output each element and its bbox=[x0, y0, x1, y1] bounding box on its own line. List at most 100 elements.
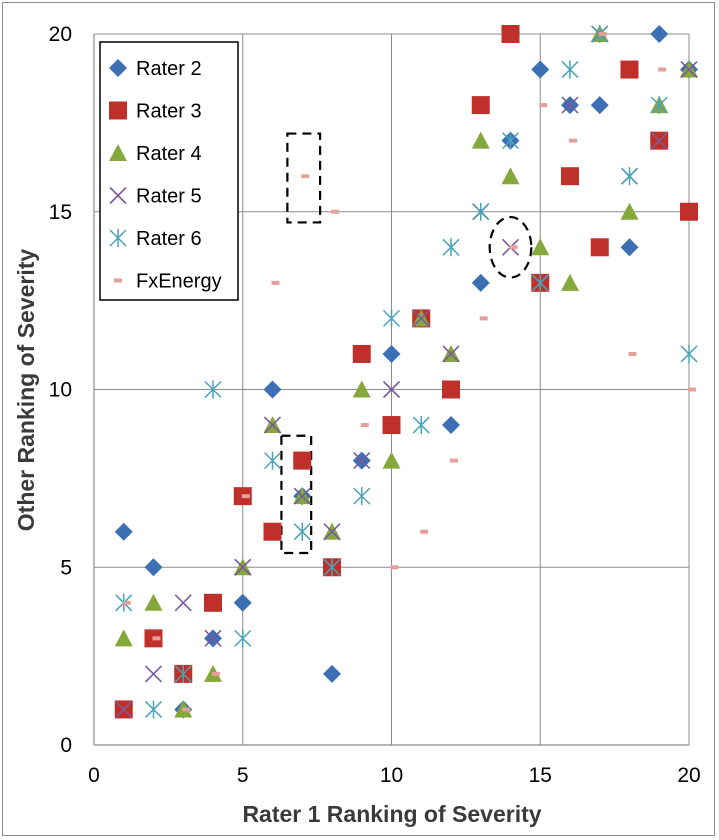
legend-marker bbox=[109, 186, 127, 205]
x-tick-label: 10 bbox=[380, 764, 403, 787]
data-point bbox=[263, 416, 282, 434]
data-point bbox=[114, 629, 133, 647]
dashed-circle-annotation bbox=[488, 215, 533, 279]
data-point bbox=[650, 132, 668, 150]
data-point bbox=[144, 593, 163, 611]
data-point bbox=[382, 344, 401, 363]
data-point bbox=[204, 629, 222, 647]
data-point bbox=[658, 67, 667, 72]
data-point bbox=[442, 345, 460, 363]
data-point bbox=[360, 423, 369, 428]
legend-marker bbox=[109, 59, 127, 77]
legend-box bbox=[99, 41, 239, 301]
data-point bbox=[122, 600, 131, 605]
data-point bbox=[442, 416, 460, 435]
data-point bbox=[628, 351, 637, 356]
data-points bbox=[114, 25, 698, 719]
data-point bbox=[144, 700, 163, 719]
data-point bbox=[561, 96, 579, 114]
data-point bbox=[204, 380, 222, 399]
data-point bbox=[568, 138, 577, 143]
data-point bbox=[382, 451, 401, 469]
data-point bbox=[501, 25, 520, 43]
legend-marker bbox=[114, 278, 122, 283]
data-point bbox=[271, 280, 280, 285]
data-point bbox=[174, 594, 192, 612]
data-point bbox=[390, 565, 399, 570]
x-tick-label: 20 bbox=[677, 764, 700, 787]
data-point bbox=[449, 458, 458, 463]
data-point bbox=[115, 700, 133, 719]
data-point bbox=[531, 60, 550, 79]
series-rater-6 bbox=[115, 25, 698, 719]
data-point bbox=[353, 487, 371, 506]
data-point bbox=[263, 380, 282, 399]
x-tick-label: 0 bbox=[88, 764, 100, 787]
data-point bbox=[182, 707, 191, 712]
data-point bbox=[620, 167, 639, 186]
data-point bbox=[412, 309, 430, 327]
data-point bbox=[471, 273, 490, 292]
data-point bbox=[561, 60, 579, 79]
data-point bbox=[352, 380, 371, 398]
data-point bbox=[293, 487, 311, 505]
data-point bbox=[620, 238, 639, 257]
data-point bbox=[152, 636, 161, 641]
data-point bbox=[144, 665, 163, 683]
data-point bbox=[330, 209, 339, 214]
data-point bbox=[650, 96, 668, 115]
legend-marker bbox=[109, 144, 127, 161]
data-point bbox=[509, 245, 518, 250]
data-point bbox=[442, 380, 460, 399]
legend-label: Rater 2 bbox=[136, 58, 202, 80]
data-point bbox=[323, 664, 341, 683]
x-tick-label: 15 bbox=[529, 764, 552, 787]
data-point bbox=[211, 671, 220, 676]
data-point bbox=[680, 202, 698, 221]
legend-label: Rater 6 bbox=[136, 228, 202, 250]
series-fxenergy bbox=[122, 32, 696, 712]
data-point bbox=[687, 387, 696, 392]
legend-marker bbox=[109, 229, 127, 247]
data-point bbox=[204, 593, 222, 612]
data-point bbox=[301, 174, 310, 179]
legend-marker bbox=[109, 101, 127, 120]
data-point bbox=[144, 558, 163, 577]
gridlines bbox=[94, 33, 690, 745]
data-point bbox=[501, 131, 520, 150]
legend-label: Rater 5 bbox=[136, 186, 202, 208]
data-point bbox=[382, 416, 401, 435]
data-point bbox=[293, 451, 312, 470]
data-point bbox=[620, 60, 639, 79]
data-point bbox=[501, 167, 520, 185]
y-tick-label: 15 bbox=[49, 201, 72, 224]
y-axis-title: Other Ranking of Severity bbox=[13, 249, 39, 532]
data-point bbox=[680, 344, 698, 363]
data-point bbox=[479, 316, 488, 321]
y-tick-label: 10 bbox=[49, 379, 72, 402]
data-point bbox=[539, 103, 548, 108]
data-point bbox=[293, 522, 311, 541]
legend-label: FxEnergy bbox=[136, 271, 222, 293]
data-point bbox=[234, 558, 252, 576]
data-point bbox=[382, 380, 401, 399]
legend: Rater 2 Rater 3 Rater 4 Rater 5 Rater 6 FxEne… bbox=[99, 41, 239, 301]
data-point bbox=[353, 452, 371, 470]
data-point bbox=[561, 167, 579, 186]
legend-label: Rater 4 bbox=[136, 143, 202, 165]
data-point bbox=[420, 529, 429, 534]
data-point bbox=[650, 25, 669, 43]
data-point bbox=[590, 96, 609, 115]
data-point bbox=[471, 96, 490, 115]
data-point bbox=[382, 309, 401, 328]
tick-labels: 00 5 5 10 10 15 15 20 20 bbox=[49, 23, 701, 787]
annotations bbox=[280, 132, 533, 555]
data-point bbox=[442, 238, 460, 257]
data-point bbox=[114, 522, 133, 541]
x-axis-title: Rater 1 Ranking of Severity bbox=[242, 801, 541, 827]
data-point bbox=[241, 494, 250, 499]
y-tick-label: 0 bbox=[60, 734, 72, 757]
y-tick-label: 5 bbox=[60, 556, 72, 579]
